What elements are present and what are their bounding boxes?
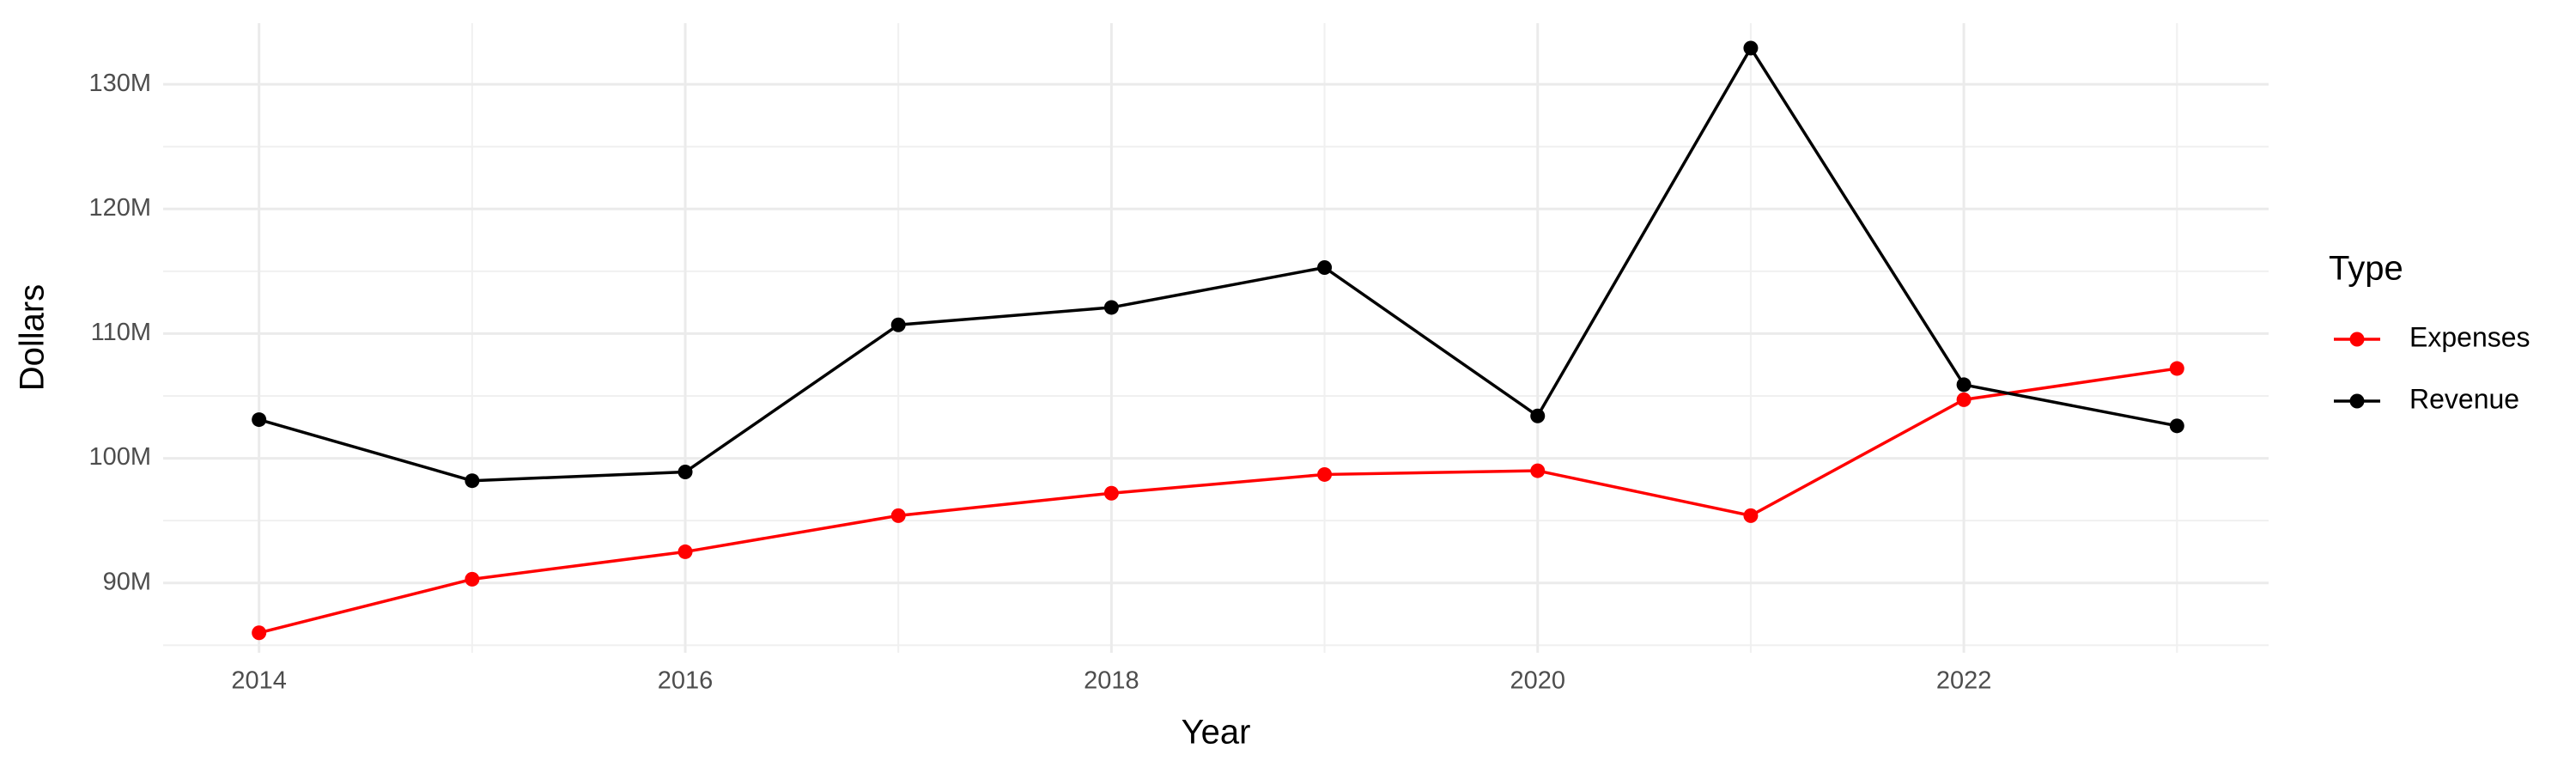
data-point [465,571,480,587]
legend-title: Type [2329,250,2403,288]
data-point [1317,466,1333,482]
y-tick-label: 100M [88,443,151,471]
y-tick-label: 110M [91,319,151,346]
x-tick-label: 2022 [1936,667,1992,695]
data-point [1743,508,1759,523]
data-point [1530,463,1546,478]
x-tick-label: 2018 [1084,667,1139,695]
data-point [677,544,693,559]
legend-label: Revenue [2409,383,2519,414]
y-tick-label: 130M [88,70,151,97]
x-axis-title: Year [1182,714,1251,752]
data-point [2169,361,2184,376]
data-point [465,473,480,489]
x-tick-label: 2016 [658,667,714,695]
data-point [252,625,267,641]
data-point [1530,408,1546,423]
data-point [1103,485,1119,501]
x-tick-label: 2014 [231,667,287,695]
data-point [2169,418,2184,434]
legend-key-point [2349,332,2365,347]
series-line [258,367,2178,635]
data-point [1956,392,1971,407]
data-point [1317,259,1333,275]
legend-key-point [2349,393,2365,409]
data-point [1956,377,1971,393]
data-point [677,465,693,480]
series-line [258,45,2178,483]
y-axis-title: Dollars [14,284,52,391]
y-tick-label: 90M [103,568,151,595]
y-tick-label: 120M [88,194,151,222]
x-tick-label: 2020 [1510,667,1565,695]
data-point [252,412,267,428]
data-point [890,317,906,332]
legend-label: Expenses [2409,321,2530,352]
data-point [1743,40,1759,56]
data-point [890,508,906,523]
data-point [1103,300,1119,315]
